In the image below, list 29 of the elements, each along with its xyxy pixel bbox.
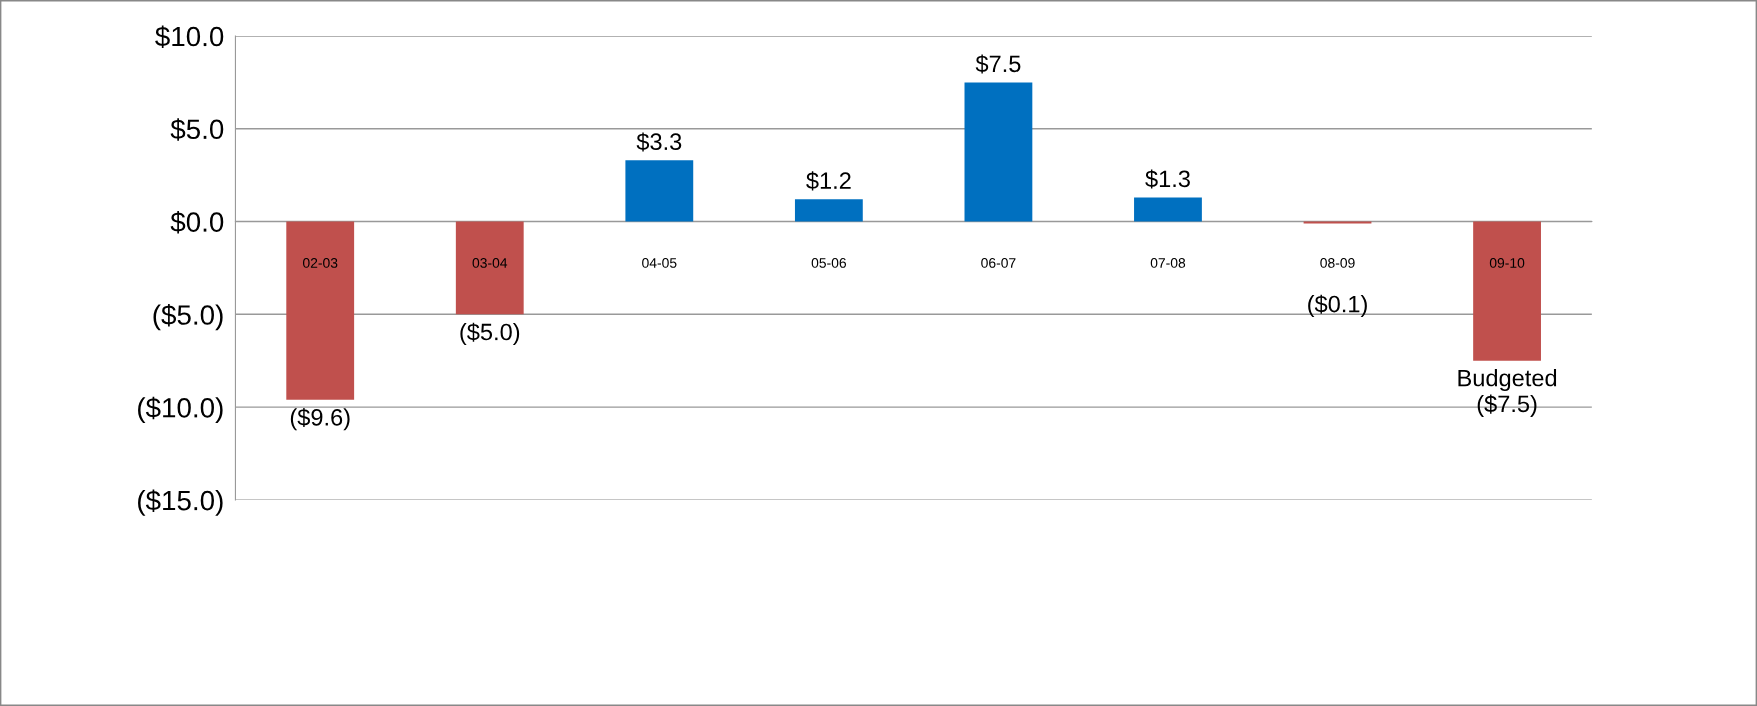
data-label: $3.3 <box>636 132 682 152</box>
x-tick-label: 05-06 <box>811 258 847 268</box>
x-tick-label: 09-10 <box>1489 258 1525 268</box>
x-tick-label: 03-04 <box>472 258 508 268</box>
data-label: ($5.0) <box>460 322 520 345</box>
data-label: Budgeted ($7.5) <box>1458 369 1557 417</box>
y-tick-label: $5.0 <box>170 118 224 141</box>
data-label: $1.2 <box>806 171 851 191</box>
data-label: $7.5 <box>975 54 1021 74</box>
y-tick-label: $10.0 <box>155 25 224 48</box>
y-tick-label: ($10.0) <box>138 396 223 424</box>
bar <box>286 221 355 400</box>
bar <box>625 160 694 222</box>
y-tick-label: ($5.0) <box>153 304 223 331</box>
x-tick-label: 07-08 <box>1150 258 1186 268</box>
bar <box>1473 221 1541 361</box>
bar <box>1134 197 1202 222</box>
data-label: ($0.1) <box>1308 294 1367 318</box>
x-tick-label: 04-05 <box>642 258 677 268</box>
x-tick-label: 08-09 <box>1320 258 1355 268</box>
bar <box>964 82 1033 222</box>
bar <box>455 221 524 315</box>
bar <box>794 199 863 222</box>
y-tick-label: ($15.0) <box>138 489 223 516</box>
data-label: ($9.6) <box>290 407 350 431</box>
data-label: $1.3 <box>1145 169 1190 189</box>
x-tick-label: 06-07 <box>981 258 1016 268</box>
x-tick-label: 02-03 <box>303 258 338 268</box>
y-tick-label: $0.0 <box>170 211 224 234</box>
